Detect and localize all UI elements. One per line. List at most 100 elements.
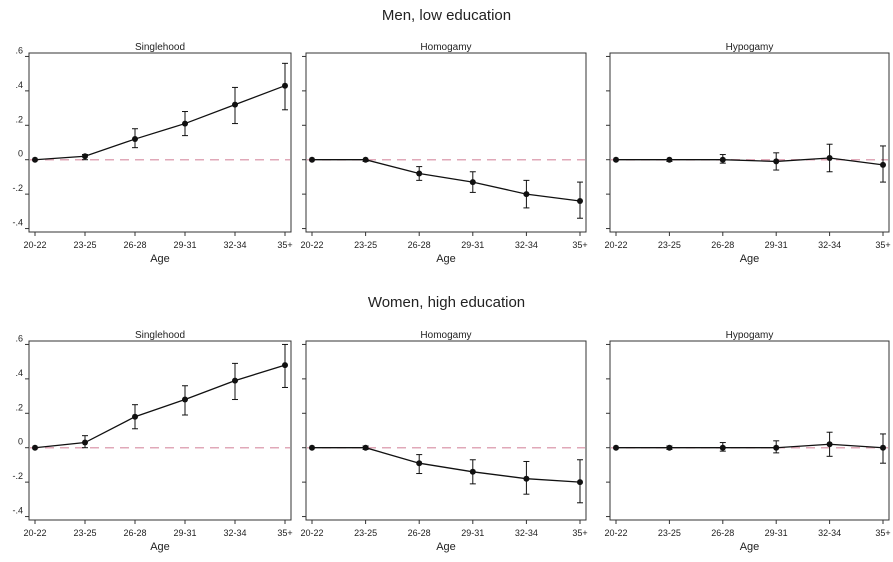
y-tick-label: .6: [15, 333, 23, 343]
panel-6: Hypogamy 20-22 23-25 26-28 29-31 32-34 35+ Age: [604, 330, 890, 553]
x-tick-label: 26-28: [123, 528, 146, 538]
y-tick-label: -.4: [12, 218, 23, 228]
x-tick-label: 23-25: [354, 528, 377, 538]
plot-frame: [609, 52, 890, 233]
x-tick-label: 26-28: [123, 240, 146, 250]
x-tick-label: 20-22: [604, 528, 627, 538]
x-tick-label: 29-31: [461, 240, 484, 250]
plot-frame: [305, 340, 587, 521]
x-tick-label: 32-34: [223, 240, 246, 250]
x-tick-label: 35+: [875, 240, 890, 250]
data-point: [232, 377, 238, 384]
x-tick-label: 29-31: [765, 528, 788, 538]
y-tick-label: .6: [15, 45, 23, 55]
data-point: [182, 396, 188, 403]
data-point: [282, 362, 288, 369]
data-point: [282, 82, 288, 89]
data-point: [666, 444, 673, 451]
x-tick-label: 29-31: [173, 240, 196, 250]
data-point: [416, 170, 423, 177]
x-tick-label: 20-22: [604, 240, 627, 250]
x-tick-label: 29-31: [765, 240, 788, 250]
x-tick-label: 35+: [572, 240, 587, 250]
series-line: [616, 157, 884, 166]
data-point: [613, 444, 619, 451]
data-point: [32, 444, 38, 451]
data-point: [613, 156, 619, 163]
data-point: [82, 153, 88, 160]
data-point: [82, 439, 88, 446]
panel-1: Singlehood -.4 -.2 0 .2 .4 .6 20-22 23-25 26-28 29…: [12, 42, 292, 265]
x-tick-label: 20-22: [300, 528, 323, 538]
panel-title: Singlehood: [135, 330, 185, 341]
x-tick-label: 32-34: [515, 240, 538, 250]
plot-frame: [28, 340, 292, 521]
data-point: [132, 413, 138, 420]
x-tick-label: 23-25: [73, 240, 96, 250]
data-point: [773, 444, 780, 451]
data-point: [577, 479, 583, 486]
x-tick-label: 20-22: [23, 240, 46, 250]
x-tick-label: 32-34: [818, 240, 841, 250]
panel-title: Hypogamy: [726, 42, 774, 53]
x-tick-label: 26-28: [408, 528, 431, 538]
panel-4: Singlehood -.4 -.2 0 .2 .4 .6 20-22 23-25 26-28 29…: [12, 330, 292, 553]
x-tick-label: 32-34: [223, 528, 246, 538]
series-line: [312, 159, 581, 202]
x-tick-label: 23-25: [354, 240, 377, 250]
series-line: [34, 85, 286, 161]
data-point: [880, 444, 886, 451]
row-title-women-high-education: Women, high education: [368, 294, 525, 311]
y-tick-label: 0: [18, 437, 23, 447]
y-tick-label: 0: [18, 149, 23, 159]
x-tick-label: 29-31: [461, 528, 484, 538]
y-tick-label: .4: [15, 368, 23, 378]
x-tick-label: 20-22: [23, 528, 46, 538]
y-tick-label: .4: [15, 80, 23, 90]
x-tick-label: 32-34: [818, 528, 841, 538]
x-tick-label: 26-28: [711, 240, 734, 250]
data-point: [523, 475, 530, 482]
data-point: [469, 468, 476, 475]
x-tick-label: 20-22: [300, 240, 323, 250]
data-point: [773, 158, 780, 165]
data-point: [666, 156, 673, 163]
data-point: [719, 156, 726, 163]
x-tick-label: 29-31: [173, 528, 196, 538]
x-axis-label: Age: [436, 541, 456, 553]
series-line: [312, 447, 581, 483]
y-tick-label: -.4: [12, 506, 23, 516]
data-point: [826, 441, 833, 448]
data-point: [523, 191, 530, 198]
data-point: [416, 460, 423, 467]
panel-title: Homogamy: [420, 42, 471, 53]
series-line: [616, 443, 884, 449]
data-point: [469, 179, 476, 186]
data-point: [182, 120, 188, 127]
x-tick-label: 35+: [277, 240, 292, 250]
x-axis-label: Age: [150, 253, 170, 265]
data-point: [32, 156, 38, 163]
data-point: [577, 198, 583, 205]
x-tick-label: 26-28: [711, 528, 734, 538]
y-tick-label: .2: [15, 402, 23, 412]
panel-3: Hypogamy 20-22 23-25 26-28 29-31 32-34 35+ Age: [604, 42, 890, 265]
data-point: [309, 444, 315, 451]
y-tick-label: -.2: [12, 471, 23, 481]
data-point: [826, 154, 833, 161]
plot-frame: [28, 52, 292, 233]
x-axis-label: Age: [150, 541, 170, 553]
plot-frame: [305, 52, 587, 233]
x-tick-label: 23-25: [73, 528, 96, 538]
x-axis-label: Age: [740, 541, 760, 553]
data-point: [719, 444, 726, 451]
series-line: [34, 364, 286, 449]
data-point: [880, 161, 886, 168]
panel-title: Singlehood: [135, 42, 185, 53]
x-axis-label: Age: [436, 253, 456, 265]
y-tick-label: -.2: [12, 183, 23, 193]
y-tick-label: .2: [15, 114, 23, 124]
panel-title: Hypogamy: [726, 330, 774, 341]
data-point: [132, 136, 138, 143]
